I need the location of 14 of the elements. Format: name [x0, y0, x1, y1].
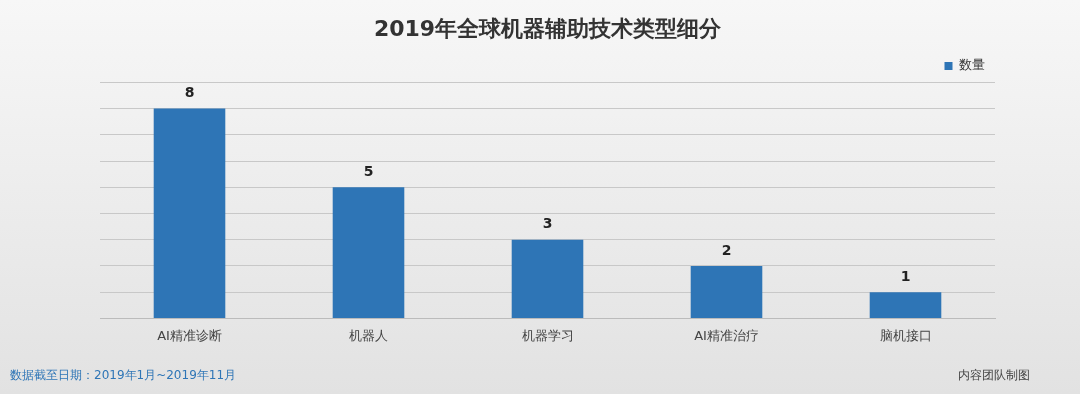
data-label: 8 — [184, 84, 195, 101]
x-tick-label: 机器人 — [349, 327, 388, 343]
data-label: 2 — [721, 241, 732, 258]
data-label: 3 — [542, 215, 553, 232]
x-tick-label: AI精准诊断 — [157, 327, 222, 343]
x-tick-label: 脑机接口 — [879, 327, 932, 343]
x-tick-label: 机器学习 — [521, 327, 574, 343]
chart-title: 2019年全球机器辅助技术类型细分 — [373, 15, 723, 41]
text: 数据截至日期：2019年1月~2019年11月 — [10, 368, 237, 383]
text: 内容团队制图 — [958, 368, 1030, 383]
data-label: 1 — [900, 267, 911, 284]
x-tick-label: AI精准治疗 — [694, 327, 759, 343]
legend-label: 数量 — [959, 57, 985, 73]
data-label: 5 — [363, 162, 374, 179]
